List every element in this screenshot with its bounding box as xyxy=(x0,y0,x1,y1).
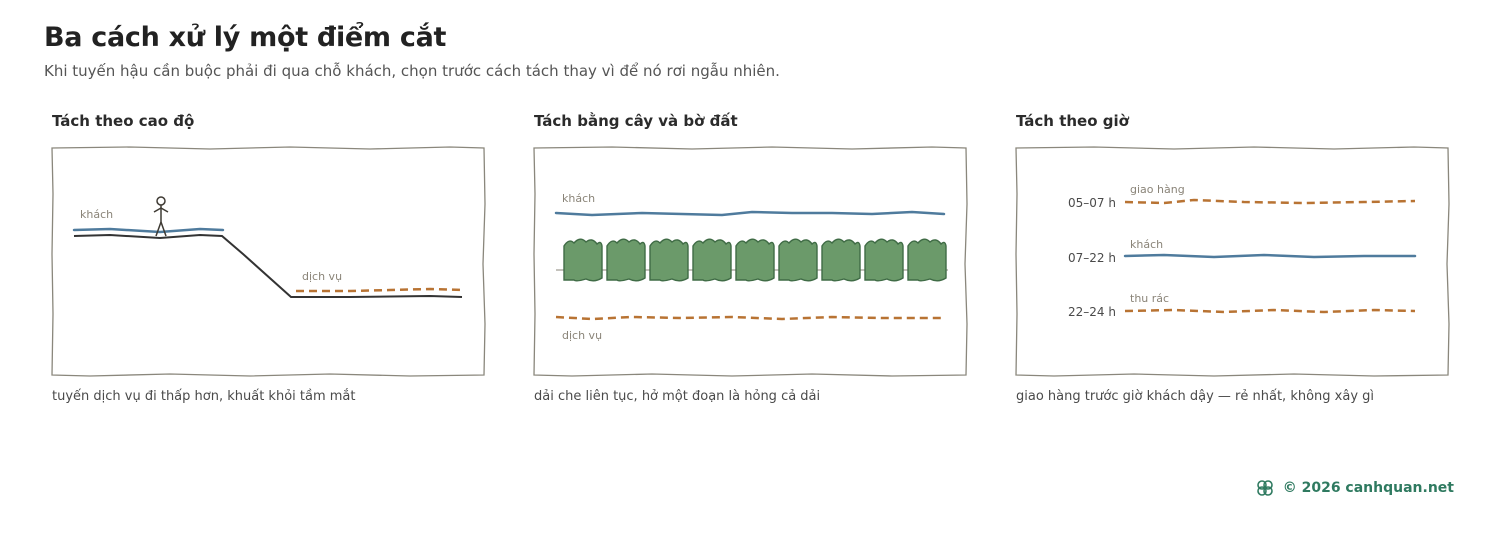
hedge-block xyxy=(907,238,947,282)
time-label-3: 22–24 h xyxy=(1068,305,1116,319)
garbage-line xyxy=(1124,308,1416,314)
service-label: dịch vụ xyxy=(302,270,342,283)
service-label: dịch vụ xyxy=(562,329,602,342)
page-title: Ba cách xử lý một điểm cắt xyxy=(44,22,447,53)
page-subtitle: Khi tuyến hậu cần buộc phải đi qua chỗ k… xyxy=(44,62,780,80)
guest-label: khách xyxy=(80,208,113,221)
copyright-text[interactable]: © 2026 canhquan.net xyxy=(1282,480,1454,496)
panel-schedule-diagram: 05–07 h giao hàng 07–22 h khách 22–24 h … xyxy=(1015,146,1450,377)
hedge-block xyxy=(692,238,732,282)
panel-1-caption: tuyến dịch vụ đi thấp hơn, khuất khỏi tầ… xyxy=(52,389,356,404)
panel-1-title: Tách theo cao độ xyxy=(52,112,195,130)
footer: © 2026 canhquan.net xyxy=(1255,478,1454,498)
row-label-2: khách xyxy=(1130,238,1163,251)
hedge-block xyxy=(821,238,861,282)
time-label-1: 05–07 h xyxy=(1068,196,1116,210)
hedge-block xyxy=(778,238,818,282)
hedge-block xyxy=(649,238,689,282)
hedge-block xyxy=(864,238,904,282)
hedge-block xyxy=(563,238,603,282)
guest-label: khách xyxy=(562,192,595,205)
row-label-1: giao hàng xyxy=(1130,183,1185,196)
service-line xyxy=(296,287,463,293)
delivery-line xyxy=(1124,198,1416,205)
time-label-2: 07–22 h xyxy=(1068,251,1116,265)
guest-line xyxy=(1123,253,1417,259)
person-icon xyxy=(153,196,169,237)
service-line xyxy=(555,315,944,321)
row-label-3: thu rác xyxy=(1130,292,1169,305)
panel-3-caption: giao hàng trước giờ khách dậy — rẻ nhất,… xyxy=(1016,389,1375,404)
celtic-knot-logo-icon xyxy=(1256,480,1273,496)
guest-line xyxy=(554,210,946,217)
panel-elevation-diagram: khách dịch vụ xyxy=(51,146,486,377)
panel-2-title: Tách bằng cây và bờ đất xyxy=(534,112,738,130)
panel-2-caption: dải che liên tục, hở một đoạn là hỏng cả… xyxy=(534,389,821,404)
hedge-block xyxy=(606,238,646,282)
ground-profile xyxy=(73,233,463,298)
panel-hedge-diagram: khách dịch vụ xyxy=(533,146,968,377)
guest-line xyxy=(72,227,225,234)
panel-frame xyxy=(1015,146,1450,377)
hedge-row xyxy=(563,238,947,282)
hedge-block xyxy=(735,238,775,282)
panel-frame xyxy=(51,146,486,377)
panel-frame xyxy=(533,146,968,377)
panel-3-title: Tách theo giờ xyxy=(1016,112,1129,130)
